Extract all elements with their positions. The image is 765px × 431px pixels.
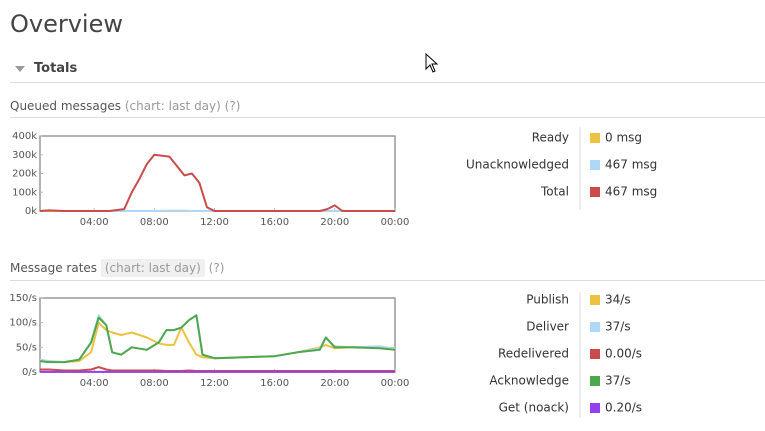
legend-value: 37/s <box>605 374 631 388</box>
legend-value: 467 msg <box>605 185 657 199</box>
chart-range[interactable]: (chart: last day) <box>100 259 205 277</box>
legend-label: Unacknowledged <box>466 158 569 172</box>
divider <box>10 117 765 118</box>
x-tick-label: 08:00 <box>140 217 169 228</box>
legend-value: 0.20/s <box>605 401 642 415</box>
x-tick-label: 04:00 <box>80 217 109 228</box>
mouse-cursor <box>425 53 439 73</box>
series-line <box>40 366 395 372</box>
legend-label: Acknowledge <box>489 374 569 388</box>
legend-label: Ready <box>532 131 569 145</box>
legend-swatch <box>590 295 600 305</box>
y-tick-label: 100k <box>12 187 37 198</box>
plot-frame <box>39 135 396 212</box>
collapse-arrow[interactable] <box>14 64 26 74</box>
help[interactable]: (?) <box>208 261 225 275</box>
y-tick-label: 0/s <box>22 367 37 378</box>
legend-swatch <box>590 160 600 170</box>
chart-heading: Message rates (chart: last day) (?) <box>10 259 225 277</box>
x-tick-label: 20:00 <box>320 217 349 228</box>
chart-range[interactable]: (chart: last day) <box>124 99 221 113</box>
legend-label: Total <box>540 185 569 199</box>
series-line <box>39 153 395 212</box>
legend-label: Deliver <box>526 320 569 334</box>
legend-value: 0.00/s <box>605 347 642 361</box>
legend-label: Get (noack) <box>499 401 569 415</box>
heading-text: Queued messages <box>10 99 122 113</box>
legend-label: Redelivered <box>498 347 569 361</box>
series-line <box>39 314 396 364</box>
legend-swatch <box>590 376 600 386</box>
chart: 0/s 50/s 100/s 150/s 04:00 08:00 12:00 16:00 20:… <box>9 292 642 418</box>
section-title[interactable]: Totals <box>34 61 78 76</box>
legend-value: 37/s <box>605 320 631 334</box>
legend-value: 467 msg <box>605 158 657 172</box>
x-tick-label: 20:00 <box>320 378 349 389</box>
x-tick-label: 08:00 <box>140 378 169 389</box>
help[interactable]: (?) <box>224 99 241 113</box>
y-tick-label: 0k <box>25 206 37 217</box>
y-tick-label: 150/s <box>9 293 37 304</box>
x-tick-label: 04:00 <box>80 378 109 389</box>
x-tick-label: 12:00 <box>200 378 229 389</box>
chart: 0k 100k 200k 300k 400k 04:00 08:00 12:00 16:00 20… <box>12 127 657 228</box>
legend-swatch <box>590 322 600 332</box>
y-tick-label: 200k <box>12 169 37 180</box>
divider <box>10 280 765 281</box>
page-title: Overview <box>10 10 123 38</box>
x-tick-label: 16:00 <box>260 378 289 389</box>
y-tick-label: 50/s <box>16 342 37 353</box>
x-tick-label: 12:00 <box>200 217 229 228</box>
divider <box>10 82 765 83</box>
y-tick-label: 300k <box>12 150 37 161</box>
legend-swatch <box>590 187 600 197</box>
x-tick-label: 16:00 <box>260 217 289 228</box>
y-tick-label: 100/s <box>9 318 37 329</box>
heading-text: Message rates <box>10 261 98 275</box>
series-line <box>39 321 396 364</box>
x-tick-label: 00:00 <box>381 217 410 228</box>
legend-value: 34/s <box>605 293 631 307</box>
chart-heading: Queued messages (chart: last day) (?) <box>10 99 240 113</box>
legend-swatch <box>590 349 600 359</box>
y-tick-label: 400k <box>12 131 37 142</box>
legend-swatch <box>590 133 600 143</box>
legend-value: 0 msg <box>605 131 642 145</box>
x-tick-label: 00:00 <box>381 378 410 389</box>
legend-label: Publish <box>526 293 569 307</box>
legend-swatch <box>590 403 600 413</box>
